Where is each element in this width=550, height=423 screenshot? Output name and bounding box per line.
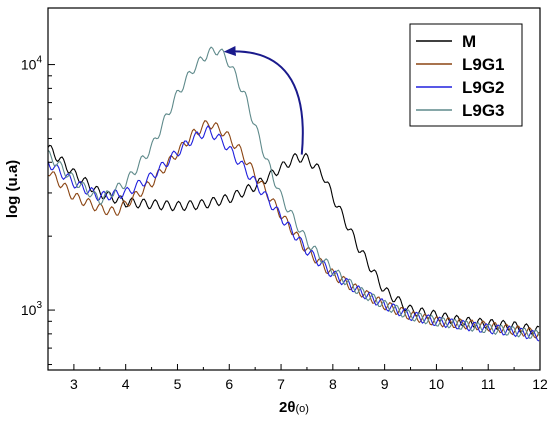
x-axis-title: 2θ(o) bbox=[279, 399, 309, 416]
x-tick-label: 4 bbox=[122, 376, 130, 392]
x-tick-label: 9 bbox=[381, 376, 389, 392]
x-tick-label: 12 bbox=[532, 376, 548, 392]
x-tick-label: 10 bbox=[429, 376, 445, 392]
series-line-l9g2 bbox=[48, 124, 540, 342]
legend: M L9G1 L9G2 L9G3 bbox=[409, 23, 523, 127]
x-axis-title-main: 2θ bbox=[279, 399, 295, 416]
series-group bbox=[48, 46, 540, 342]
shift-arrow bbox=[223, 46, 304, 155]
x-tick-label: 11 bbox=[481, 376, 496, 392]
legend-label: M bbox=[462, 32, 476, 51]
x-axis-title-unit: (o) bbox=[296, 403, 309, 415]
plot-frame bbox=[47, 7, 541, 371]
x-tick-label: 6 bbox=[225, 376, 233, 392]
x-tick-label: 7 bbox=[277, 376, 285, 392]
x-tick-label: 3 bbox=[70, 376, 78, 392]
series-line-l9g1 bbox=[48, 120, 540, 339]
y-axis-title: log (u.a) bbox=[4, 160, 21, 218]
y-tick-label: 103 bbox=[21, 300, 43, 318]
legend-label: L9G3 bbox=[462, 101, 505, 120]
x-tick-label: 5 bbox=[174, 376, 182, 392]
y-tick-label: 104 bbox=[21, 55, 43, 73]
legend-label: L9G1 bbox=[462, 55, 505, 74]
legend-label: L9G2 bbox=[462, 78, 505, 97]
x-tick-label: 8 bbox=[329, 376, 337, 392]
series-line-m bbox=[48, 144, 540, 336]
series-line-l9g3 bbox=[48, 46, 540, 340]
